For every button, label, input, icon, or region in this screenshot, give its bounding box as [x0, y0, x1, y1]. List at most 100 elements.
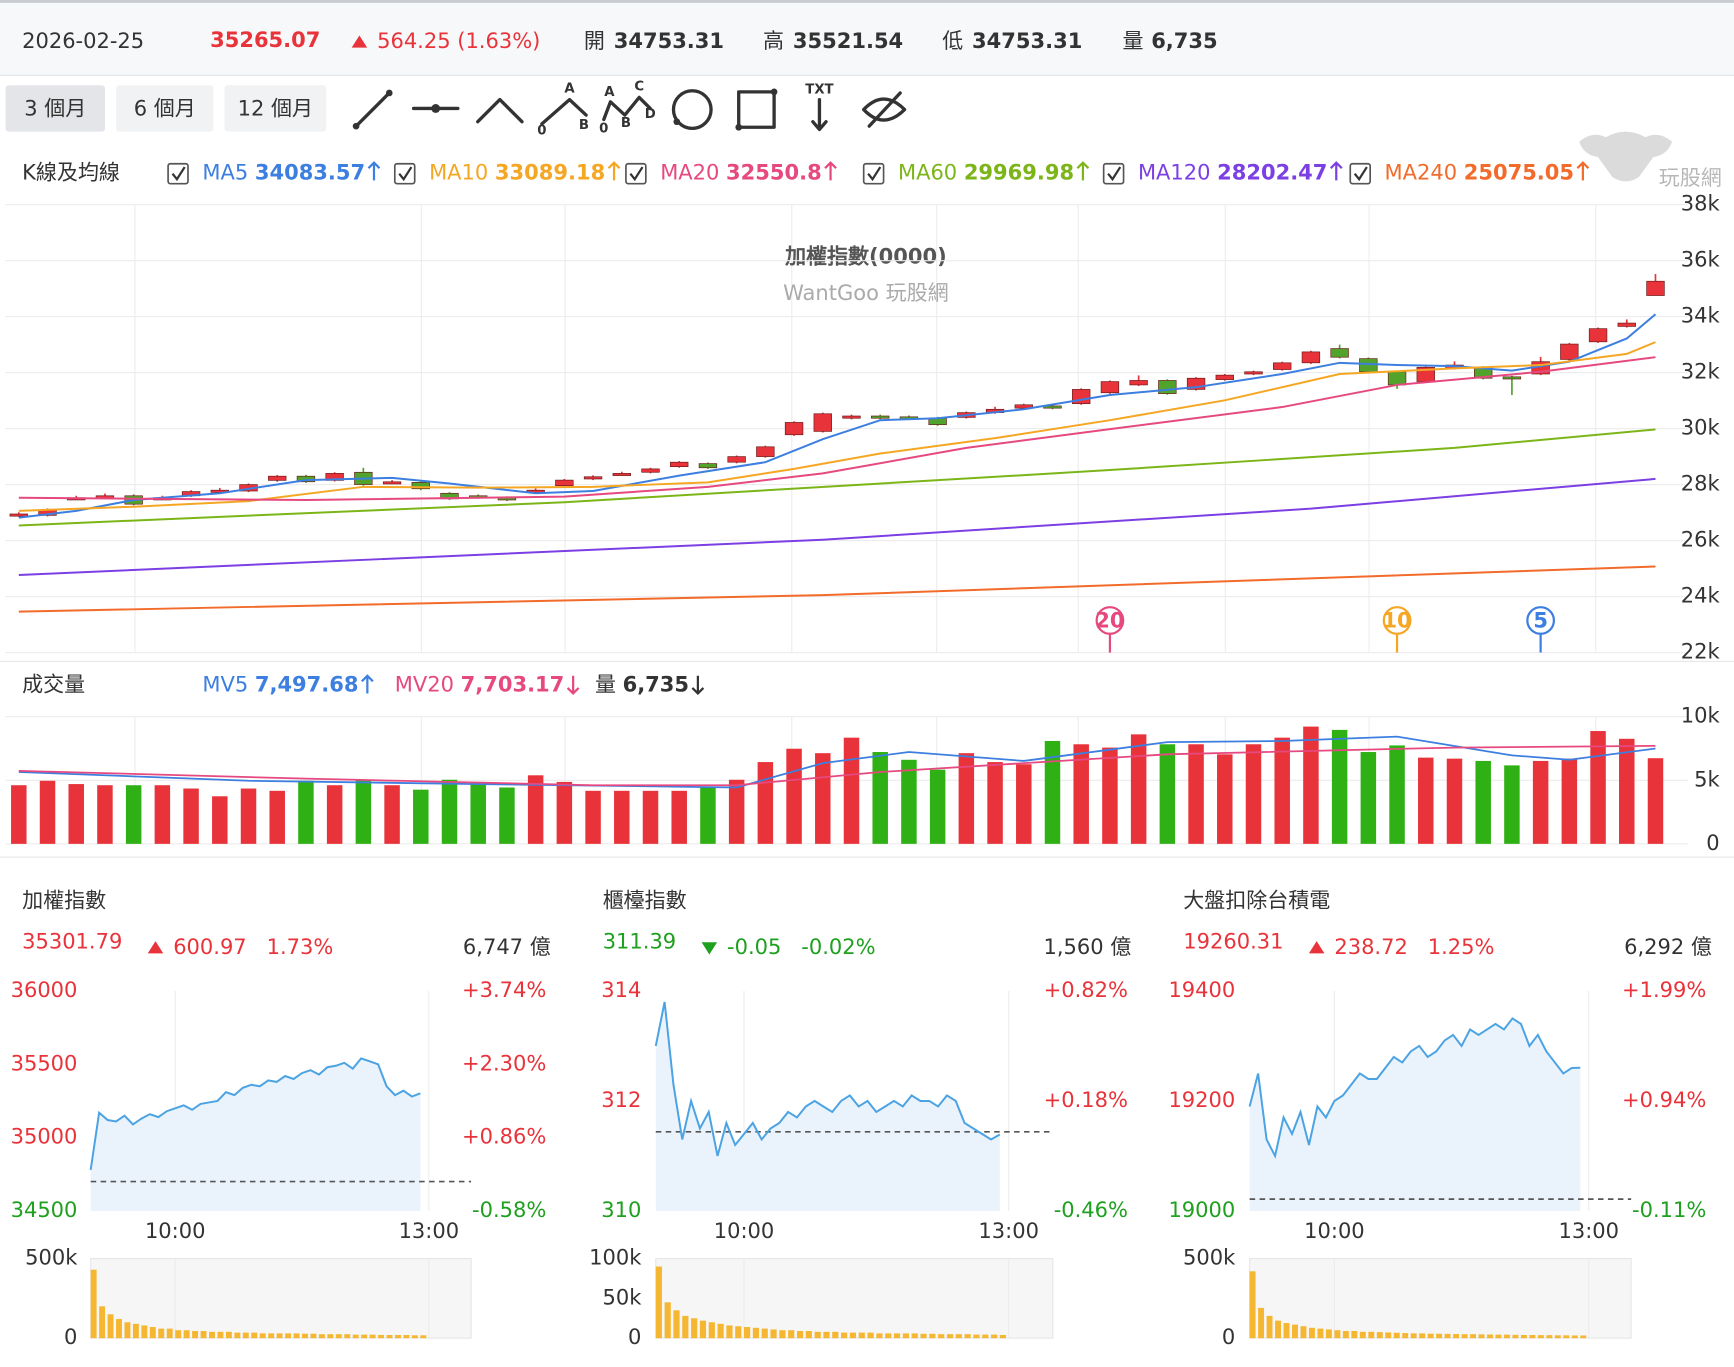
- volume-bar: [841, 1332, 848, 1339]
- legend-checkbox[interactable]: [167, 162, 189, 185]
- candle-body: [756, 446, 775, 457]
- volume-bar: [11, 785, 27, 844]
- volume-bar: [361, 1334, 368, 1339]
- trend-line-tool[interactable]: [352, 89, 393, 130]
- volume-bar: [1303, 726, 1319, 844]
- volume-bar: [470, 781, 486, 844]
- candle-body: [1100, 381, 1120, 394]
- range-button[interactable]: [224, 85, 327, 132]
- volume-bar: [843, 737, 860, 844]
- x-tick-label: 10:00: [1304, 1218, 1365, 1243]
- volume-bar: [1300, 1326, 1307, 1339]
- abcd-tool[interactable]: A C 0 B D: [599, 79, 656, 136]
- candle-body: [1387, 371, 1407, 386]
- volume-bar: [441, 779, 458, 844]
- range-label[interactable]: 6 個月: [134, 96, 196, 121]
- volume-bar: [699, 1320, 707, 1339]
- ma-line: [18, 477, 1656, 576]
- candle-body: [411, 482, 430, 490]
- legend-value: 7,497.68: [255, 672, 359, 697]
- circle-tool[interactable]: [671, 89, 713, 131]
- trend-arrow: [367, 161, 381, 181]
- volume-bar: [403, 1334, 410, 1339]
- volume-bar: [154, 785, 171, 844]
- candle-body: [1646, 280, 1665, 296]
- volume-bar: [585, 790, 601, 844]
- volume-bar: [1580, 1335, 1587, 1339]
- header-value: 35521.54: [793, 28, 903, 53]
- logo-text: 玩股網: [1659, 165, 1722, 190]
- volume-bar: [200, 1331, 207, 1339]
- volume-bar: [815, 753, 831, 844]
- volume-bar: [276, 1333, 283, 1339]
- x-tick-label: 13:00: [399, 1218, 460, 1243]
- volume-bar: [499, 787, 515, 844]
- header-label: 高: [763, 28, 784, 53]
- hide-tool[interactable]: [862, 91, 907, 128]
- volume-bar: [700, 787, 716, 844]
- volume-bar: [814, 1331, 821, 1339]
- volume-bar: [1016, 764, 1032, 844]
- period-label: 5: [1533, 608, 1548, 633]
- range-button[interactable]: [116, 85, 214, 132]
- range-button[interactable]: [5, 85, 106, 132]
- volume-tick-label: 0: [64, 1324, 77, 1349]
- rect-tool[interactable]: [735, 88, 778, 131]
- y-tick-label: 36000: [11, 977, 78, 1002]
- legend-checkbox[interactable]: [1349, 162, 1371, 185]
- volume-bar: [302, 1333, 308, 1339]
- header-value: 34753.31: [614, 28, 724, 53]
- ma-line: [18, 341, 1656, 512]
- horizontal-line-tool[interactable]: [411, 104, 460, 113]
- mv-line: [18, 744, 1656, 787]
- volume-bar: [1292, 1324, 1298, 1339]
- volume-bar: [209, 1331, 215, 1339]
- volume-bar: [849, 1332, 857, 1339]
- volume-bar: [327, 1334, 334, 1339]
- candle-body: [1215, 374, 1234, 380]
- y-tick-label: 36k: [1681, 247, 1721, 272]
- volume-bar: [929, 769, 946, 844]
- y2-tick-label: +0.18%: [1044, 1087, 1128, 1112]
- range-label[interactable]: 12 個月: [238, 96, 313, 121]
- panel-change-pct: 1.73%: [267, 934, 334, 959]
- volume-bar: [183, 788, 199, 844]
- ma-line: [18, 356, 1656, 501]
- candle-body: [1301, 351, 1321, 364]
- candle-body: [1129, 380, 1148, 386]
- candle-body: [1502, 376, 1522, 380]
- legend-checkbox[interactable]: [1102, 162, 1125, 185]
- volume-bar: [556, 781, 573, 844]
- volume-bar: [1419, 1333, 1426, 1339]
- panel-title: 櫃檯指數: [603, 887, 687, 912]
- x-tick-label: 13:00: [1558, 1218, 1619, 1243]
- candle-body: [1617, 322, 1636, 327]
- volume-bar: [225, 1331, 232, 1339]
- angle-tool[interactable]: [476, 97, 524, 124]
- legend-checkbox[interactable]: [862, 162, 885, 185]
- trend-arrow: [1329, 161, 1343, 181]
- volume-bar: [1546, 1335, 1553, 1339]
- volume-bar: [420, 1335, 427, 1339]
- legend-checkbox[interactable]: [393, 162, 416, 185]
- text-tool[interactable]: TXT: [805, 83, 834, 132]
- volume-bar: [1461, 1334, 1468, 1339]
- trend-arrow: [824, 161, 837, 181]
- legend-value: 32550.8: [726, 160, 822, 185]
- volume-bar: [527, 775, 544, 844]
- volume-bar: [717, 1323, 724, 1339]
- volume-bar: [901, 759, 917, 844]
- legend-name: MA20: [660, 160, 719, 185]
- tool-letter: C: [634, 79, 644, 94]
- range-label[interactable]: 3 個月: [24, 96, 86, 121]
- candle-body: [1273, 362, 1292, 370]
- legend-checkbox[interactable]: [625, 162, 647, 185]
- volume-bar: [1520, 1334, 1527, 1339]
- candle-body: [1330, 348, 1349, 358]
- panel-change-icon: [701, 942, 718, 955]
- volume-tick-label: 500k: [25, 1245, 78, 1270]
- abc-tool[interactable]: A 0 B: [537, 82, 589, 139]
- volume-bar: [1044, 740, 1061, 844]
- trend-arrow: [691, 675, 705, 696]
